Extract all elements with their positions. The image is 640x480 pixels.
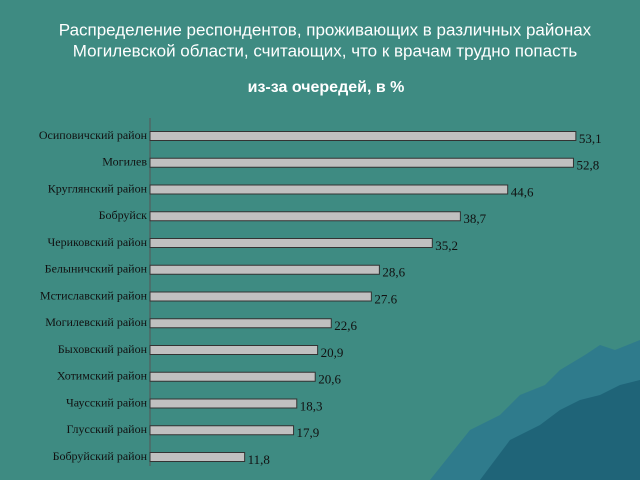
value-label: 28,6 (382, 265, 405, 280)
category-label: Могилевский район (45, 315, 147, 329)
category-label: Чаусский район (66, 395, 148, 409)
category-label: Могилев (102, 155, 147, 169)
value-label: 53,1 (579, 131, 602, 146)
bar (149, 371, 316, 382)
bar (149, 291, 372, 302)
category-label: Белыничский район (45, 262, 148, 276)
chart-subtitle: из-за очередей, в % (248, 79, 405, 96)
bar (149, 345, 319, 355)
category-label: Чериковский район (47, 235, 147, 249)
chart-title: Распределение респондентов, проживающих … (59, 20, 592, 39)
bar (149, 264, 380, 275)
value-label: 20,6 (318, 372, 341, 387)
bar (149, 131, 577, 141)
value-label: 22,6 (334, 318, 357, 333)
value-label: 20,9 (321, 345, 344, 360)
category-label: Быховский район (58, 342, 148, 356)
bar (149, 238, 433, 248)
bar (149, 157, 574, 168)
mountains-front (480, 380, 640, 480)
value-label: 52,8 (576, 158, 599, 173)
category-label: Мстиславский район (40, 288, 148, 302)
category-label: Хотимский район (57, 369, 148, 383)
bar (149, 318, 332, 329)
bar (149, 452, 246, 462)
category-label: Бобруйск (99, 208, 148, 222)
value-label: 18,3 (300, 398, 323, 413)
value-label: 17,9 (297, 425, 320, 440)
bar (149, 184, 509, 195)
chart-title: Могилевской области, считающих, что к вр… (73, 41, 578, 60)
value-label: 11,8 (248, 452, 270, 467)
category-label: Осиповичский район (39, 128, 148, 142)
bar (149, 425, 295, 436)
bar (149, 211, 461, 222)
category-label: Круглянский район (48, 181, 148, 195)
value-label: 35,2 (435, 238, 458, 253)
value-label: 27.6 (374, 291, 397, 306)
value-label: 44,6 (511, 184, 534, 199)
value-label: 38,7 (463, 211, 486, 226)
category-label: Глусский район (66, 422, 147, 436)
category-label: Бобруйский район (53, 449, 148, 463)
bar (149, 398, 298, 409)
